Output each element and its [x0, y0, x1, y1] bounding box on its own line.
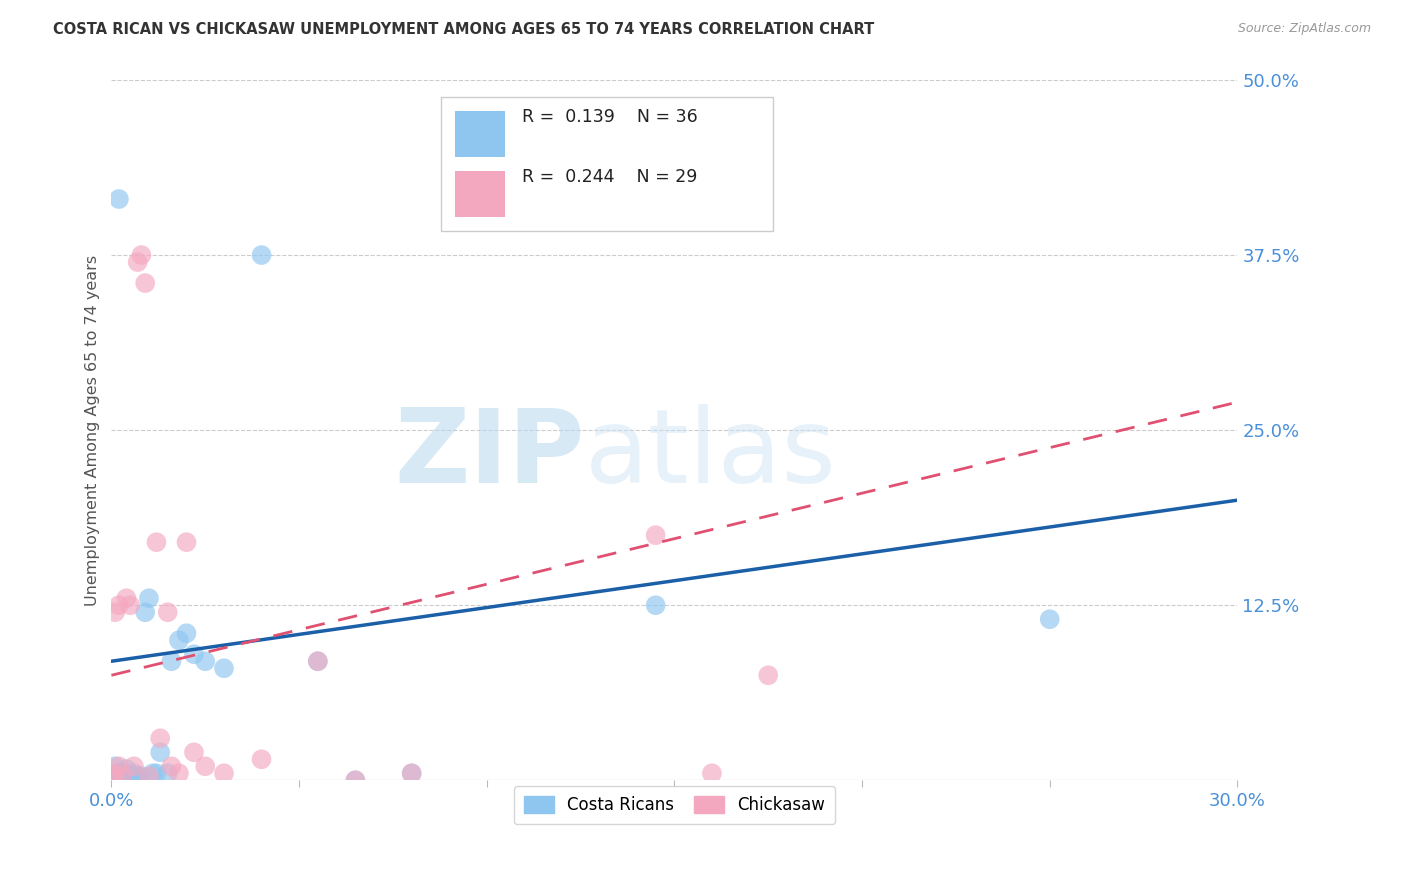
Point	[127, 769, 149, 783]
Point	[138, 769, 160, 783]
Point	[111, 769, 134, 783]
Point	[122, 766, 145, 780]
Point	[108, 598, 131, 612]
Text: R =  0.244    N = 29: R = 0.244 N = 29	[523, 168, 697, 186]
Point	[401, 766, 423, 780]
Point	[344, 773, 367, 788]
Point	[176, 535, 198, 549]
Point	[167, 633, 190, 648]
Point	[120, 598, 142, 612]
Point	[145, 535, 167, 549]
Point	[111, 769, 134, 783]
Point	[145, 766, 167, 780]
Text: ZIP: ZIP	[394, 404, 585, 505]
Point	[127, 255, 149, 269]
Point	[101, 769, 124, 783]
Legend: Costa Ricans, Chickasaw: Costa Ricans, Chickasaw	[513, 787, 835, 824]
Point	[134, 605, 156, 619]
Point	[111, 766, 134, 780]
Point	[194, 654, 217, 668]
Point	[160, 654, 183, 668]
Point	[115, 591, 138, 606]
Y-axis label: Unemployment Among Ages 65 to 74 years: Unemployment Among Ages 65 to 74 years	[86, 254, 100, 606]
Point	[108, 773, 131, 788]
Point	[122, 759, 145, 773]
FancyBboxPatch shape	[441, 97, 773, 230]
Point	[105, 773, 128, 788]
Point	[212, 766, 235, 780]
Point	[120, 773, 142, 788]
Point	[149, 731, 172, 746]
Point	[108, 759, 131, 773]
Text: R =  0.139    N = 36: R = 0.139 N = 36	[523, 108, 699, 126]
Point	[1039, 612, 1062, 626]
Point	[644, 598, 666, 612]
Point	[142, 766, 165, 780]
Point	[104, 605, 127, 619]
Point	[134, 276, 156, 290]
Point	[138, 591, 160, 606]
Point	[167, 766, 190, 780]
Point	[401, 766, 423, 780]
Point	[108, 192, 131, 206]
Point	[108, 771, 131, 785]
Point	[160, 759, 183, 773]
Point	[156, 605, 179, 619]
FancyBboxPatch shape	[454, 112, 506, 157]
Point	[131, 248, 153, 262]
Point	[183, 745, 205, 759]
Point	[250, 248, 273, 262]
Point	[344, 773, 367, 788]
Point	[104, 771, 127, 785]
Point	[307, 654, 329, 668]
Text: COSTA RICAN VS CHICKASAW UNEMPLOYMENT AMONG AGES 65 TO 74 YEARS CORRELATION CHAR: COSTA RICAN VS CHICKASAW UNEMPLOYMENT AM…	[53, 22, 875, 37]
Point	[103, 769, 125, 783]
Point	[756, 668, 779, 682]
Text: atlas: atlas	[585, 404, 837, 505]
FancyBboxPatch shape	[454, 171, 506, 217]
Point	[104, 759, 127, 773]
Point	[250, 752, 273, 766]
Text: Source: ZipAtlas.com: Source: ZipAtlas.com	[1237, 22, 1371, 36]
Point	[194, 759, 217, 773]
Point	[156, 766, 179, 780]
Point	[183, 647, 205, 661]
Point	[120, 769, 142, 783]
Point	[176, 626, 198, 640]
Point	[127, 773, 149, 788]
Point	[212, 661, 235, 675]
Point	[131, 769, 153, 783]
Point	[115, 771, 138, 785]
Point	[307, 654, 329, 668]
Point	[644, 528, 666, 542]
Point	[700, 766, 723, 780]
Point	[115, 762, 138, 776]
Point	[149, 745, 172, 759]
Point	[104, 766, 127, 780]
Point	[108, 766, 131, 780]
